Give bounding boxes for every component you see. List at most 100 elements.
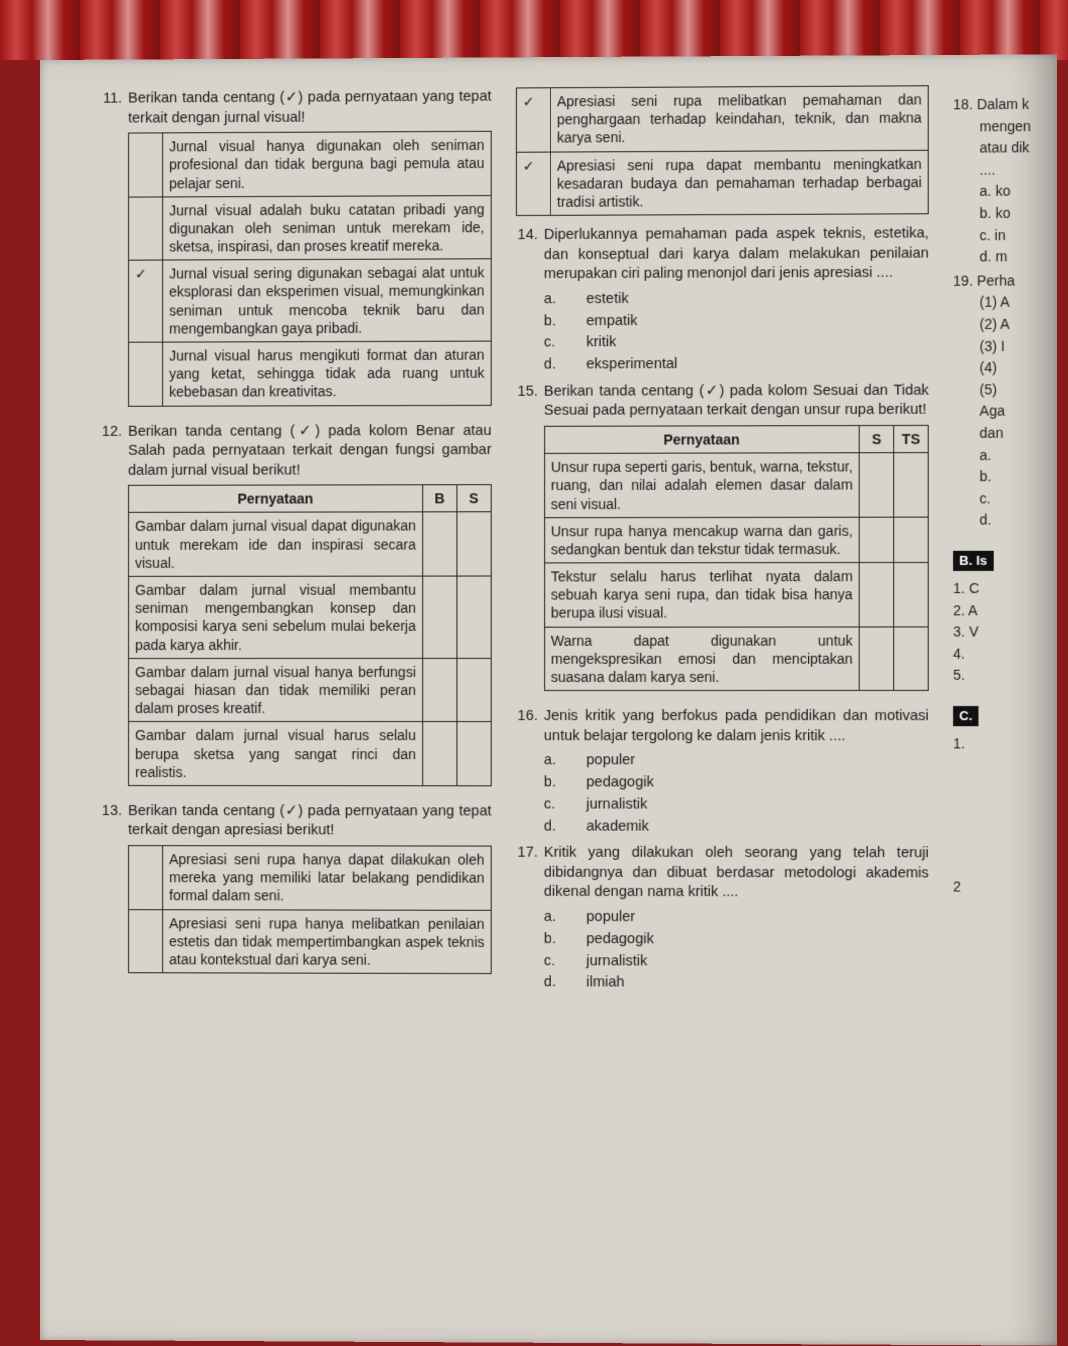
column-left: 11. Berikan tanda centang (✓) pada perny… (100, 88, 491, 1001)
check-cell-s[interactable] (457, 512, 491, 576)
checklist-table-q13: Apresiasi seni rupa hanya dapat dilakuka… (128, 845, 491, 974)
option-d[interactable]: d.akademik (544, 816, 929, 838)
check-cell-ts[interactable] (894, 627, 929, 691)
question-11: 11. Berikan tanda centang (✓) pada perny… (100, 88, 491, 417)
check-cell-s[interactable] (859, 627, 893, 691)
check-cell-s[interactable] (859, 453, 893, 517)
table-header-row: Pernyataan S TS (544, 425, 928, 453)
check-cell-b[interactable] (422, 658, 456, 722)
statement-cell: Warna dapat digunakan untuk mengekspresi… (544, 627, 859, 691)
check-cell[interactable] (129, 197, 163, 261)
peek-text: 1. (953, 734, 1047, 754)
peek-text: 18. Dalam k (953, 95, 1047, 115)
check-cell[interactable] (129, 133, 163, 197)
col-header-tidak-sesuai: TS (894, 425, 929, 452)
question-stem: Berikan tanda centang (✓) pada kolom Ses… (544, 381, 929, 421)
option-b[interactable]: b.pedagogik (544, 772, 929, 794)
check-cell-ts[interactable] (894, 563, 929, 627)
statement-cell: Gambar dalam jurnal visual membantu seni… (129, 576, 423, 658)
peek-text: 19. Perha (953, 271, 1047, 291)
peek-text: a. ko (953, 182, 1047, 202)
table-row: Unsur rupa seperti garis, bentuk, warna,… (544, 453, 928, 518)
statement-cell: Jurnal visual harus mengikuti format dan… (163, 341, 491, 406)
check-cell-ts[interactable] (894, 517, 929, 563)
check-cell-s[interactable] (457, 576, 491, 658)
col-header-statement: Pernyataan (544, 425, 859, 453)
option-d[interactable]: d.eksperimental (544, 353, 929, 376)
peek-text: 2 (953, 877, 1047, 897)
peek-text: atau dik (953, 138, 1047, 158)
check-cell[interactable] (129, 846, 163, 910)
table-row: Jurnal visual hanya digunakan oleh senim… (129, 131, 491, 196)
check-cell[interactable]: ✓ (516, 152, 550, 216)
option-c[interactable]: c.jurnalistik (544, 794, 929, 816)
peek-text: 2. A (953, 601, 1047, 621)
question-16: 16. Jenis kritik yang berfokus pada pend… (516, 707, 929, 838)
option-c[interactable]: c.kritik (544, 331, 929, 354)
option-a[interactable]: a.populer (544, 751, 929, 773)
check-cell-b[interactable] (422, 576, 456, 658)
check-cell-s[interactable] (457, 722, 491, 786)
question-number: 15. (516, 382, 544, 701)
peek-text: b. (953, 467, 1047, 487)
options-list: a.populer b.pedagogik c.jurnalistik d.il… (544, 907, 929, 995)
option-b[interactable]: b.pedagogik (544, 929, 929, 952)
option-d[interactable]: d.ilmiah (544, 972, 929, 995)
true-false-table-q12: Pernyataan B S Gambar dalam jurnal visua… (128, 484, 491, 786)
table-row: Apresiasi seni rupa hanya melibatkan pen… (129, 909, 491, 973)
section-c-badge: C. (953, 706, 1047, 726)
peek-text: (2) A (953, 315, 1047, 335)
statement-cell: Gambar dalam jurnal visual harus selalu … (129, 722, 423, 786)
peek-text: (5) (953, 380, 1047, 400)
peek-text: b. ko (953, 204, 1047, 224)
question-stem: Kritik yang dilakukan oleh seorang yang … (544, 844, 929, 904)
peek-text: (1) A (953, 293, 1047, 313)
question-15: 15. Berikan tanda centang (✓) pada kolom… (516, 381, 929, 701)
background-pattern (0, 0, 1068, 60)
peek-text: (3) I (953, 336, 1047, 356)
table-row: Gambar dalam jurnal visual hanya berfung… (129, 658, 491, 722)
check-cell[interactable]: ✓ (516, 88, 550, 152)
check-cell-s[interactable] (859, 517, 893, 563)
option-c[interactable]: c.jurnalistik (544, 951, 929, 974)
check-cell-ts[interactable] (894, 453, 929, 517)
statement-cell: Apresiasi seni rupa hanya melibatkan pen… (163, 909, 491, 973)
peek-text: .... (953, 160, 1047, 180)
peek-text: dan (953, 423, 1047, 443)
table-row: Tekstur selalu harus terlihat nyata dala… (544, 563, 928, 627)
question-number: 16. (516, 707, 544, 838)
peek-text: c. in (953, 225, 1047, 245)
check-cell[interactable] (129, 909, 163, 973)
peek-text: d. m (953, 247, 1047, 267)
question-number: 11. (100, 90, 128, 417)
check-cell-s[interactable] (859, 563, 893, 627)
options-list: a.populer b.pedagogik c.jurnalistik d.ak… (544, 751, 929, 839)
table-row: Warna dapat digunakan untuk mengekspresi… (544, 627, 928, 691)
question-number: 12. (100, 422, 128, 796)
question-12: 12. Berikan tanda centang (✓) pada kolom… (100, 421, 491, 796)
table-row: Gambar dalam jurnal visual membantu seni… (129, 576, 491, 658)
col-header-salah: S (457, 485, 491, 512)
statement-cell: Jurnal visual adalah buku catatan pribad… (163, 195, 491, 260)
next-page-peek: 18. Dalam k mengen atau dik .... a. ko b… (953, 85, 1047, 1002)
check-cell-b[interactable] (422, 512, 456, 576)
option-b[interactable]: b.empatik (544, 310, 929, 333)
question-14: 14. Diperlukannya pemahaman pada aspek t… (516, 224, 929, 376)
col-header-benar: B (422, 485, 456, 512)
check-cell[interactable]: ✓ (129, 260, 163, 342)
column-right: ✓ Apresiasi seni rupa melibatkan pemaham… (516, 85, 929, 1001)
question-17: 17. Kritik yang dilakukan oleh seorang y… (516, 844, 929, 995)
option-a[interactable]: a.populer (544, 907, 929, 930)
question-number: 17. (516, 844, 544, 994)
option-a[interactable]: a.estetik (544, 288, 929, 311)
check-cell-s[interactable] (457, 658, 491, 722)
table-row: ✓ Apresiasi seni rupa melibatkan pemaham… (516, 86, 928, 152)
check-cell-b[interactable] (422, 722, 456, 786)
checklist-table-q11: Jurnal visual hanya digunakan oleh senim… (128, 131, 491, 406)
statement-cell: Unsur rupa seperti garis, bentuk, warna,… (544, 453, 859, 518)
peek-text: 3. V (953, 623, 1047, 643)
check-cell[interactable] (129, 342, 163, 406)
table-row: Gambar dalam jurnal visual harus selalu … (129, 722, 491, 786)
table-row: Apresiasi seni rupa hanya dapat dilakuka… (129, 846, 491, 910)
question-13: 13. Berikan tanda centang (✓) pada perny… (100, 802, 491, 984)
